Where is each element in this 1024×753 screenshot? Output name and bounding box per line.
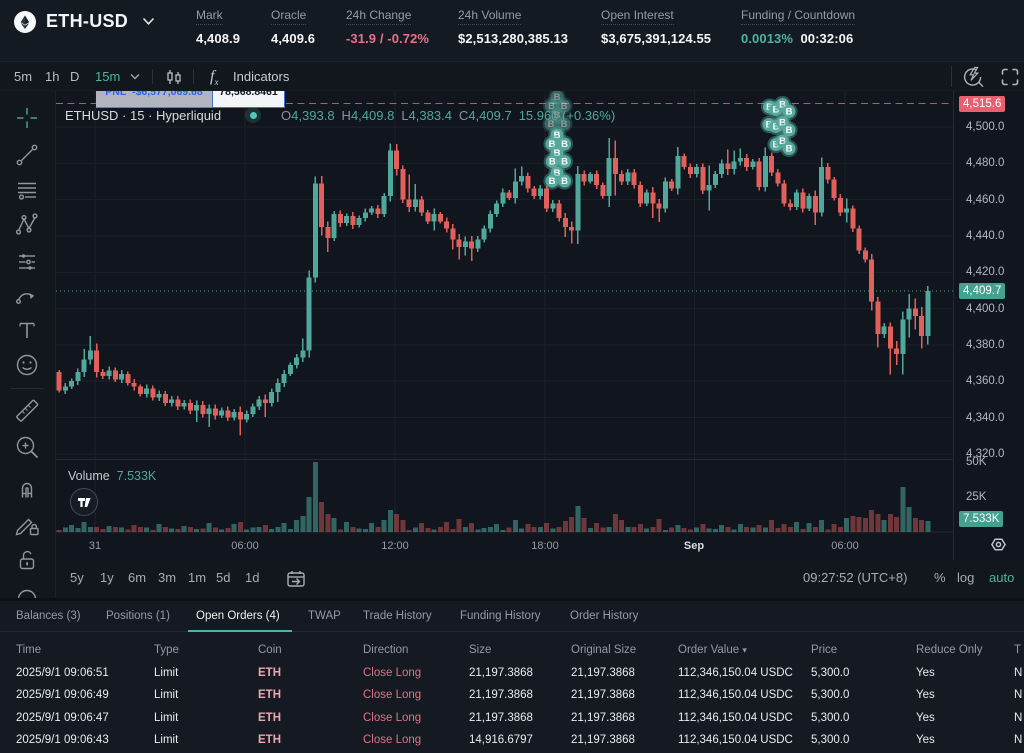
svg-text:B: B xyxy=(549,139,556,150)
svg-text:B: B xyxy=(786,144,793,155)
svg-text:B: B xyxy=(554,92,561,103)
svg-text:B: B xyxy=(779,118,786,129)
svg-text:B: B xyxy=(549,176,556,187)
svg-text:B: B xyxy=(554,148,561,159)
svg-text:B: B xyxy=(548,119,555,130)
svg-text:B: B xyxy=(773,105,780,116)
svg-text:B: B xyxy=(773,122,780,133)
svg-text:B: B xyxy=(548,101,555,112)
svg-text:B: B xyxy=(766,102,773,113)
svg-text:B: B xyxy=(779,100,786,111)
svg-text:B: B xyxy=(773,140,780,151)
svg-text:B: B xyxy=(561,101,568,112)
svg-text:B: B xyxy=(779,136,786,147)
svg-text:B: B xyxy=(786,125,793,136)
svg-text:B: B xyxy=(561,139,568,150)
svg-text:B: B xyxy=(554,110,561,121)
svg-text:B: B xyxy=(561,157,568,168)
svg-text:B: B xyxy=(554,168,561,179)
svg-text:B: B xyxy=(786,107,793,118)
svg-text:B: B xyxy=(549,157,556,168)
svg-text:B: B xyxy=(554,130,561,141)
svg-text:B: B xyxy=(561,176,568,187)
svg-text:B: B xyxy=(561,119,568,130)
svg-text:B: B xyxy=(766,120,773,131)
